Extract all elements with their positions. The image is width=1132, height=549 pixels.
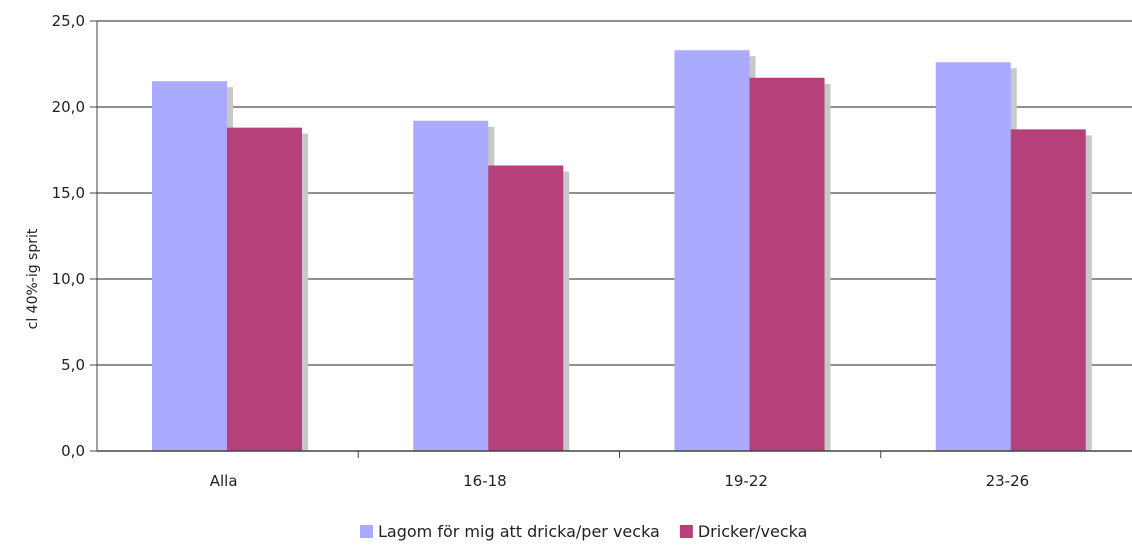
y-tick-label: 25,0 <box>52 12 85 30</box>
y-tick-label: 0,0 <box>61 442 85 460</box>
bar-dricker-23-26 <box>1010 129 1086 452</box>
y-tick-label: 20,0 <box>52 98 85 116</box>
y-tick-label: 15,0 <box>52 184 85 202</box>
legend-swatch <box>360 525 373 538</box>
legend-label: Lagom för mig att dricka/per vecka <box>378 522 660 541</box>
bar-lagom-19-22 <box>674 50 750 452</box>
legend-swatch <box>679 525 693 538</box>
legend: Lagom för mig att dricka/per vecka Dricke… <box>360 522 807 541</box>
bar-dricker-Alla <box>227 127 302 451</box>
bar-dricker-19-22 <box>749 77 825 451</box>
label-layer: 0,0 5,0 10,0 15,0 20,0 25,0 Alla 16-18 19-22 23-2… <box>52 12 1030 490</box>
axis-layer <box>90 20 1132 458</box>
legend-label: Dricker/vecka <box>698 522 808 541</box>
y-axis-title: cl 40%-ig sprit <box>25 228 41 329</box>
y-tick-label: 10,0 <box>52 270 85 288</box>
x-tick-label: Alla <box>210 472 238 490</box>
bar-lagom-Alla <box>152 81 227 451</box>
bar-lagom-16-18 <box>413 120 489 451</box>
y-tick-label: 5,0 <box>61 356 85 374</box>
bar-layer <box>152 50 1086 452</box>
x-tick-label: 16-18 <box>463 472 507 490</box>
x-tick-label: 23-26 <box>986 472 1030 490</box>
bar-dricker-16-18 <box>488 165 564 452</box>
bar-lagom-23-26 <box>935 62 1011 451</box>
x-tick-label: 19-22 <box>724 472 768 490</box>
